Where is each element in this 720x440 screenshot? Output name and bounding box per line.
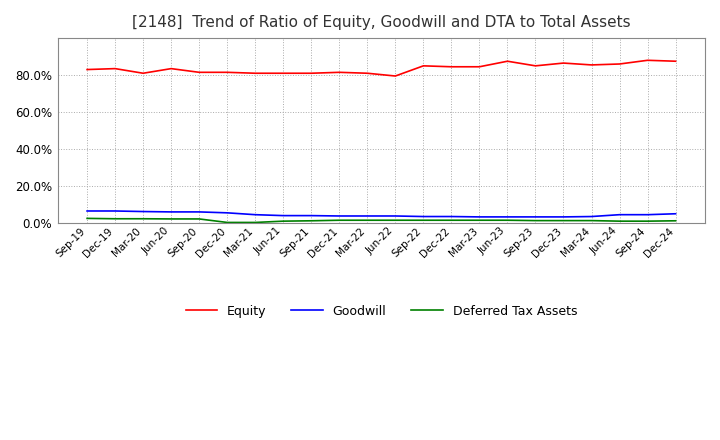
Equity bbox=[671, 59, 680, 64]
Equity bbox=[111, 66, 120, 71]
Deferred Tax Assets bbox=[503, 218, 512, 223]
Equity bbox=[503, 59, 512, 64]
Goodwill bbox=[335, 213, 343, 219]
Deferred Tax Assets bbox=[111, 216, 120, 221]
Deferred Tax Assets bbox=[475, 218, 484, 223]
Goodwill bbox=[559, 214, 568, 220]
Deferred Tax Assets bbox=[419, 218, 428, 223]
Deferred Tax Assets bbox=[167, 216, 176, 222]
Equity bbox=[223, 70, 232, 75]
Deferred Tax Assets bbox=[223, 220, 232, 225]
Deferred Tax Assets bbox=[195, 216, 204, 222]
Goodwill bbox=[391, 213, 400, 219]
Goodwill bbox=[111, 209, 120, 214]
Goodwill bbox=[643, 212, 652, 217]
Deferred Tax Assets bbox=[251, 220, 259, 225]
Goodwill bbox=[223, 210, 232, 216]
Equity bbox=[139, 70, 148, 76]
Equity bbox=[279, 70, 287, 76]
Goodwill bbox=[531, 214, 540, 220]
Goodwill bbox=[503, 214, 512, 220]
Equity bbox=[531, 63, 540, 69]
Line: Goodwill: Goodwill bbox=[87, 211, 675, 217]
Goodwill bbox=[195, 209, 204, 215]
Deferred Tax Assets bbox=[279, 219, 287, 224]
Equity bbox=[363, 70, 372, 76]
Deferred Tax Assets bbox=[531, 218, 540, 223]
Equity bbox=[251, 70, 259, 76]
Equity bbox=[307, 70, 315, 76]
Equity bbox=[83, 67, 91, 72]
Deferred Tax Assets bbox=[335, 218, 343, 223]
Goodwill bbox=[475, 214, 484, 220]
Equity bbox=[475, 64, 484, 70]
Equity bbox=[419, 63, 428, 69]
Title: [2148]  Trend of Ratio of Equity, Goodwill and DTA to Total Assets: [2148] Trend of Ratio of Equity, Goodwil… bbox=[132, 15, 631, 30]
Goodwill bbox=[671, 211, 680, 216]
Equity bbox=[559, 60, 568, 66]
Goodwill bbox=[167, 209, 176, 215]
Goodwill bbox=[363, 213, 372, 219]
Goodwill bbox=[251, 212, 259, 217]
Goodwill bbox=[588, 214, 596, 219]
Equity bbox=[615, 61, 624, 66]
Goodwill bbox=[139, 209, 148, 214]
Deferred Tax Assets bbox=[363, 218, 372, 223]
Deferred Tax Assets bbox=[588, 218, 596, 223]
Deferred Tax Assets bbox=[559, 218, 568, 223]
Line: Equity: Equity bbox=[87, 60, 675, 76]
Goodwill bbox=[307, 213, 315, 218]
Equity bbox=[195, 70, 204, 75]
Deferred Tax Assets bbox=[671, 218, 680, 224]
Goodwill bbox=[447, 214, 456, 219]
Deferred Tax Assets bbox=[139, 216, 148, 221]
Equity bbox=[447, 64, 456, 70]
Goodwill bbox=[615, 212, 624, 217]
Equity bbox=[167, 66, 176, 71]
Equity bbox=[588, 62, 596, 68]
Equity bbox=[643, 58, 652, 63]
Deferred Tax Assets bbox=[615, 219, 624, 224]
Deferred Tax Assets bbox=[391, 218, 400, 223]
Deferred Tax Assets bbox=[447, 218, 456, 223]
Deferred Tax Assets bbox=[643, 219, 652, 224]
Equity bbox=[335, 70, 343, 75]
Goodwill bbox=[279, 213, 287, 218]
Legend: Equity, Goodwill, Deferred Tax Assets: Equity, Goodwill, Deferred Tax Assets bbox=[181, 300, 582, 323]
Deferred Tax Assets bbox=[307, 218, 315, 224]
Line: Deferred Tax Assets: Deferred Tax Assets bbox=[87, 218, 675, 223]
Deferred Tax Assets bbox=[83, 216, 91, 221]
Goodwill bbox=[83, 209, 91, 214]
Equity bbox=[391, 73, 400, 79]
Goodwill bbox=[419, 214, 428, 219]
